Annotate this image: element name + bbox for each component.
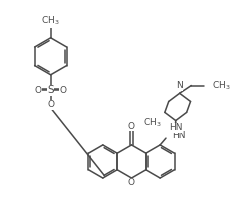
- Text: CH$_3$: CH$_3$: [144, 116, 162, 129]
- Text: O: O: [34, 86, 41, 95]
- Text: O: O: [60, 86, 67, 95]
- Text: O: O: [127, 122, 134, 131]
- Text: O: O: [128, 178, 135, 187]
- Text: S: S: [47, 85, 54, 95]
- Text: O: O: [47, 101, 54, 110]
- Text: HN: HN: [172, 131, 185, 140]
- Text: HN: HN: [169, 124, 182, 133]
- Text: N: N: [176, 81, 183, 90]
- Text: CH$_3$: CH$_3$: [212, 79, 230, 92]
- Text: CH$_3$: CH$_3$: [41, 15, 60, 27]
